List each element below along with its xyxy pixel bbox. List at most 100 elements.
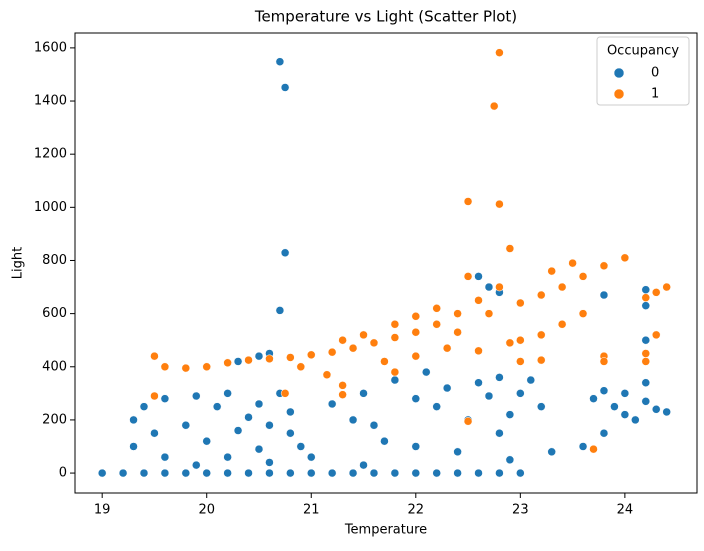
point <box>286 407 295 417</box>
point <box>223 452 232 462</box>
point <box>202 436 211 446</box>
point <box>280 83 290 92</box>
x-tick-label: 24 <box>617 503 634 518</box>
point <box>348 343 358 353</box>
point <box>620 253 630 263</box>
x-tick-label: 19 <box>94 503 111 518</box>
point <box>411 327 421 337</box>
point <box>599 357 609 366</box>
point <box>307 452 316 462</box>
point <box>160 452 170 462</box>
x-tick-label: 22 <box>408 503 425 518</box>
point <box>150 351 159 361</box>
legend-marker <box>613 67 625 79</box>
point <box>568 258 577 268</box>
point <box>641 301 651 310</box>
point <box>489 101 499 111</box>
point <box>380 436 389 446</box>
chart-title: Temperature vs Light (Scatter Plot) <box>254 8 517 26</box>
point <box>327 468 337 478</box>
point <box>139 468 149 478</box>
point <box>484 309 494 318</box>
point <box>474 468 483 478</box>
point <box>599 261 609 271</box>
point <box>338 335 347 345</box>
point <box>348 415 358 425</box>
point <box>453 327 462 337</box>
point <box>286 468 295 478</box>
y-tick-label: 1600 <box>34 40 67 55</box>
point <box>641 293 651 302</box>
point <box>516 298 525 308</box>
point <box>254 399 264 409</box>
point <box>442 343 452 353</box>
point <box>557 320 567 329</box>
legend-title: Occupancy <box>607 44 679 59</box>
point <box>495 428 504 438</box>
point <box>275 57 285 66</box>
point <box>474 378 483 387</box>
point <box>244 355 253 365</box>
point <box>432 304 441 313</box>
plot-frame <box>74 32 698 494</box>
point <box>495 373 504 382</box>
point <box>338 381 347 390</box>
point <box>369 468 379 478</box>
point <box>547 266 556 276</box>
point <box>160 468 170 478</box>
point <box>526 375 536 385</box>
point <box>411 468 421 478</box>
point <box>390 375 400 385</box>
point <box>254 351 264 361</box>
point <box>620 410 630 419</box>
point <box>641 335 651 345</box>
point <box>286 428 295 438</box>
point <box>641 378 651 387</box>
y-tick-label: 200 <box>42 412 67 427</box>
point <box>599 428 609 438</box>
point <box>202 362 211 372</box>
point <box>495 199 504 209</box>
point <box>411 394 421 403</box>
point <box>463 197 473 206</box>
point <box>578 272 588 281</box>
point <box>150 428 159 438</box>
point <box>505 338 515 348</box>
point <box>244 413 253 422</box>
point <box>181 363 191 373</box>
point <box>380 357 389 366</box>
point <box>651 405 661 414</box>
y-tick-label: 800 <box>42 253 67 268</box>
y-tick-label: 400 <box>42 359 67 374</box>
point <box>233 426 243 435</box>
point <box>359 330 368 340</box>
point <box>139 402 149 411</box>
point <box>495 282 504 292</box>
point <box>505 410 515 419</box>
point <box>442 383 452 393</box>
legend-marker <box>613 88 625 100</box>
point <box>129 442 138 451</box>
legend-label: 1 <box>651 87 659 102</box>
point <box>160 394 170 403</box>
point <box>390 320 400 329</box>
point <box>322 370 332 379</box>
point <box>390 367 400 377</box>
point <box>307 350 316 360</box>
point <box>244 468 253 478</box>
point <box>453 468 462 478</box>
point <box>192 391 201 401</box>
point <box>641 397 651 406</box>
point <box>338 390 347 399</box>
point <box>641 349 651 358</box>
point <box>369 338 379 348</box>
legend-box <box>596 36 690 106</box>
point <box>359 389 368 398</box>
point <box>620 389 630 398</box>
point <box>641 285 651 294</box>
point <box>495 468 504 478</box>
point <box>516 389 525 398</box>
point <box>547 447 556 457</box>
y-tick-label: 0 <box>59 466 67 481</box>
point <box>495 48 504 57</box>
